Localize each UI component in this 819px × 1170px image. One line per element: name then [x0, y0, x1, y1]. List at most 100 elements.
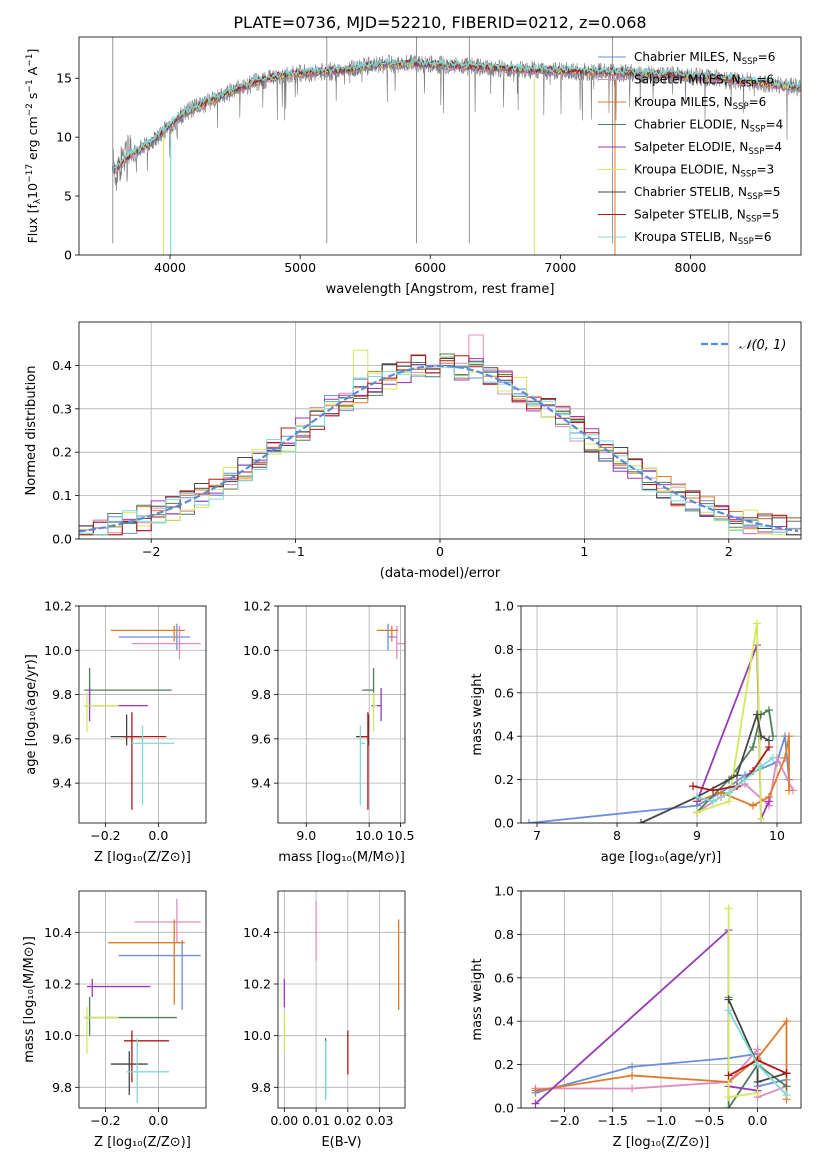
- weight-marker: [628, 1071, 637, 1080]
- error-bar: [118, 940, 201, 1010]
- error-bar: [131, 625, 201, 660]
- plot-area-age_vs_mass: [355, 623, 405, 810]
- x-tick-label: 7: [533, 828, 541, 843]
- error-bar: [376, 625, 399, 642]
- weight-marker: [753, 1045, 762, 1054]
- error-bar: [84, 692, 119, 733]
- weight-marker: [749, 801, 757, 810]
- y-tick-label: 0.0: [494, 1101, 514, 1116]
- x-tick-label: 4000: [154, 260, 186, 275]
- weight-marker: [628, 1084, 637, 1093]
- model-spectrum: [113, 57, 801, 170]
- y-tick-label: 9.8: [52, 687, 72, 702]
- weight-marker: [693, 808, 701, 817]
- error-bar: [360, 712, 369, 810]
- y-tick-label: 9.6: [251, 731, 271, 746]
- weight-marker: [781, 753, 789, 762]
- x-tick-label: 0.02: [334, 1113, 362, 1128]
- y-tick-label: 0.0: [52, 532, 72, 547]
- x-tick-label: 10.5: [387, 828, 415, 843]
- x-tick-label: −2.0: [549, 1113, 579, 1128]
- y-axis-label: age [log₁₀(age/yr)]: [24, 654, 39, 775]
- weight-marker: [531, 1086, 540, 1095]
- panel-age_vs_mass: 9.0 10.0 10.5 9.4 9.6 9.8 10.0 10.2 mass [log₁₀(…: [243, 599, 414, 866]
- y-tick-label: 9.8: [251, 687, 271, 702]
- weight-marker: [637, 819, 645, 823]
- y-tick-label: 15: [56, 71, 72, 86]
- weight-marker: [785, 786, 793, 795]
- error-bar: [84, 1007, 119, 1054]
- axes-frame: [277, 890, 406, 1109]
- x-tick-label: 0.00: [270, 1113, 298, 1128]
- legend-entry: Salpeter ELODIE, NSSP=4: [634, 140, 782, 157]
- weight-marker: [709, 797, 717, 806]
- weight-marker: [709, 786, 717, 795]
- legend-entry: Chabrier STELIB, NSSP=5: [634, 185, 781, 202]
- weight-marker: [725, 797, 733, 806]
- weight-marker: [724, 995, 733, 1004]
- y-tick-label: 10.0: [243, 643, 271, 658]
- axes-frame: [78, 321, 802, 540]
- x-tick-label: −0.5: [694, 1113, 724, 1128]
- weight-marker: [753, 1060, 762, 1069]
- y-axis-label: mass [log₁₀(M/M⊙)]: [22, 936, 37, 1063]
- x-tick-label: 0.0: [148, 1113, 168, 1128]
- weight-marker: [689, 782, 697, 791]
- weight-marker: [741, 775, 749, 784]
- legend-entry: Kroupa STELIB, NSSP=6: [634, 230, 772, 247]
- panel-weight_vs_Z: −2.0 −1.5 −1.0 −0.5 0.0 0.0 0.2 0.4 0.6 0.8 1.0 Z […: [470, 884, 802, 1150]
- y-axis-label: Normed distribution: [24, 366, 39, 496]
- error-bar: [131, 725, 175, 806]
- error-bar: [123, 712, 167, 810]
- y-tick-label: 10.4: [44, 925, 72, 940]
- x-tick-label: 1: [580, 544, 588, 559]
- weight-line: [534, 928, 758, 1105]
- weight-marker: [724, 1093, 733, 1102]
- weight-marker: [765, 743, 773, 752]
- weight-marker: [525, 819, 533, 823]
- weight-marker: [717, 788, 725, 797]
- x-tick-label: 0.01: [302, 1113, 330, 1128]
- x-tick-label: 5000: [284, 260, 316, 275]
- y-tick-label: 0.8: [494, 642, 514, 657]
- panel-residuals: −2 −1 0 1 2 0.0 0.1 0.2 0.3 0.4 (data-model)/error…: [24, 321, 802, 581]
- y-tick-label: 9.4: [251, 776, 271, 791]
- axes-frame: [78, 890, 207, 1109]
- axes-frame: [520, 605, 802, 824]
- weight-marker: [769, 732, 777, 741]
- weight-marker: [724, 1104, 733, 1108]
- error-bar: [126, 1038, 169, 1103]
- weight-marker: [757, 762, 765, 771]
- panel-mass_vs_ebv: 0.00 0.01 0.02 0.03 9.8 10.0 10.2 10.4 E(B-V): [243, 890, 406, 1150]
- error-bar: [110, 625, 185, 642]
- error-bar: [84, 687, 148, 722]
- normal-curve: [79, 364, 799, 533]
- y-tick-label: 10.2: [243, 599, 271, 614]
- x-tick-label: 8000: [675, 260, 707, 275]
- error-bar: [110, 714, 143, 746]
- y-tick-label: 0.0: [494, 816, 514, 831]
- weight-marker: [782, 1017, 791, 1026]
- weight-marker: [757, 814, 765, 823]
- y-tick-label: 5: [64, 189, 72, 204]
- plot-area-mass_vs_Z: [84, 898, 201, 1103]
- weight-marker: [782, 1090, 791, 1099]
- y-tick-label: 0.6: [494, 685, 514, 700]
- error-bar: [372, 692, 377, 733]
- legend-entry: Chabrier MILES, NSSP=6: [634, 50, 775, 67]
- y-tick-label: 10.2: [44, 977, 72, 992]
- figure-title: PLATE=0736, MJD=52210, FIBERID=0212, z=0…: [233, 13, 646, 32]
- weight-marker: [733, 771, 741, 780]
- error-bar: [355, 714, 370, 746]
- y-tick-label: 9.4: [52, 776, 72, 791]
- panel-age_vs_Z: −0.2 0.0 9.4 9.6 9.8 10.0 10.2 Z [log₁₀(Z/Z⊙)] a…: [24, 599, 207, 865]
- weight-marker: [725, 788, 733, 797]
- y-tick-label: 10.0: [243, 1028, 271, 1043]
- error-bar: [84, 996, 177, 1036]
- error-bar: [123, 1030, 169, 1083]
- legend-entry: Kroupa ELODIE, NSSP=3: [634, 163, 774, 180]
- panel-spectrum: 4000 5000 6000 7000 8000 0 5 10 15 wavelength [An…: [25, 36, 802, 297]
- x-axis-label: Z [log₁₀(Z/Z⊙)]: [613, 1135, 710, 1150]
- x-tick-label: −1: [286, 544, 304, 559]
- x-tick-label: 0.03: [366, 1113, 394, 1128]
